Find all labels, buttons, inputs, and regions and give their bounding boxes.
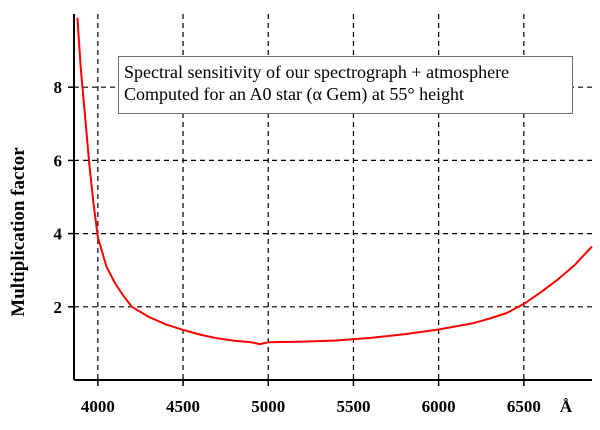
grid <box>74 14 592 380</box>
annotation-box: Spectral sensitivity of our spectrograph… <box>118 56 573 114</box>
x-axis-label: Å <box>560 397 573 416</box>
sensitivity-curve <box>76 17 593 346</box>
x-tick-label: 6000 <box>422 397 456 416</box>
series-layer <box>76 17 593 346</box>
x-tick-label: 5500 <box>336 397 370 416</box>
annotation-line-2: Computed for an A0 star (α Gem) at 55° h… <box>124 84 465 104</box>
y-tick-label: 2 <box>54 298 63 317</box>
y-tick-label: 8 <box>54 78 63 97</box>
y-tick-label: 6 <box>54 151 63 170</box>
x-tick-label: 5000 <box>251 397 285 416</box>
tick-labels: 4000 4500 5000 5500 6000 6500 2 4 6 8 <box>54 78 541 416</box>
y-tick-label: 4 <box>54 225 63 244</box>
x-tick-label: 4000 <box>81 397 115 416</box>
axes <box>68 14 592 386</box>
x-tick-label: 6500 <box>507 397 541 416</box>
annotation-line-1: Spectral sensitivity of our spectrograph… <box>124 62 510 82</box>
y-axis-label: Multiplication factor <box>8 147 29 317</box>
x-tick-label: 4500 <box>166 397 200 416</box>
